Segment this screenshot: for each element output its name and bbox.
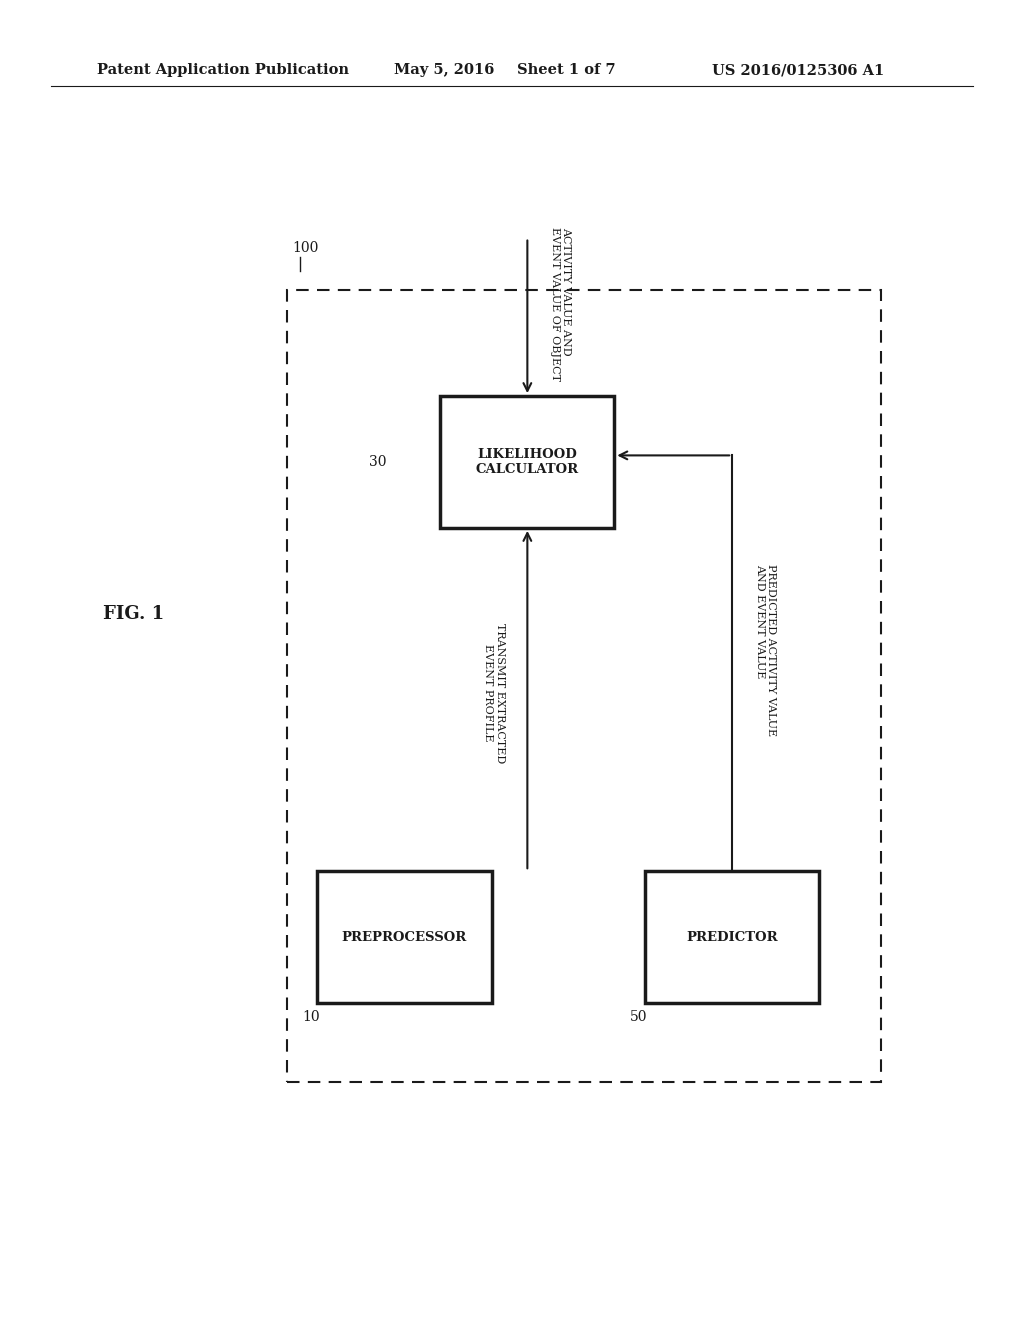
Text: 100: 100 [292, 240, 318, 255]
Text: Patent Application Publication: Patent Application Publication [97, 63, 349, 78]
Text: LIKELIHOOD
CALCULATOR: LIKELIHOOD CALCULATOR [476, 447, 579, 477]
Text: PREPROCESSOR: PREPROCESSOR [342, 931, 467, 944]
Text: 10: 10 [302, 1010, 319, 1024]
Bar [440, 396, 614, 528]
Text: PREDICTOR: PREDICTOR [686, 931, 778, 944]
Text: Sheet 1 of 7: Sheet 1 of 7 [517, 63, 615, 78]
Text: PREDICTED ACTIVITY VALUE
AND EVENT VALUE: PREDICTED ACTIVITY VALUE AND EVENT VALUE [755, 564, 776, 737]
Text: FIG. 1: FIG. 1 [102, 605, 164, 623]
Text: TRANSMIT EXTRACTED
EVENT PROFILE: TRANSMIT EXTRACTED EVENT PROFILE [483, 623, 505, 763]
Bar [645, 871, 819, 1003]
Text: May 5, 2016: May 5, 2016 [394, 63, 495, 78]
Text: US 2016/0125306 A1: US 2016/0125306 A1 [712, 63, 884, 78]
Bar [317, 871, 492, 1003]
Text: ACTIVITY VALUE AND
EVENT VALUE OF OBJECT: ACTIVITY VALUE AND EVENT VALUE OF OBJECT [550, 227, 571, 380]
Text: 50: 50 [630, 1010, 647, 1024]
Bar [287, 290, 881, 1082]
Text: 30: 30 [369, 455, 386, 470]
